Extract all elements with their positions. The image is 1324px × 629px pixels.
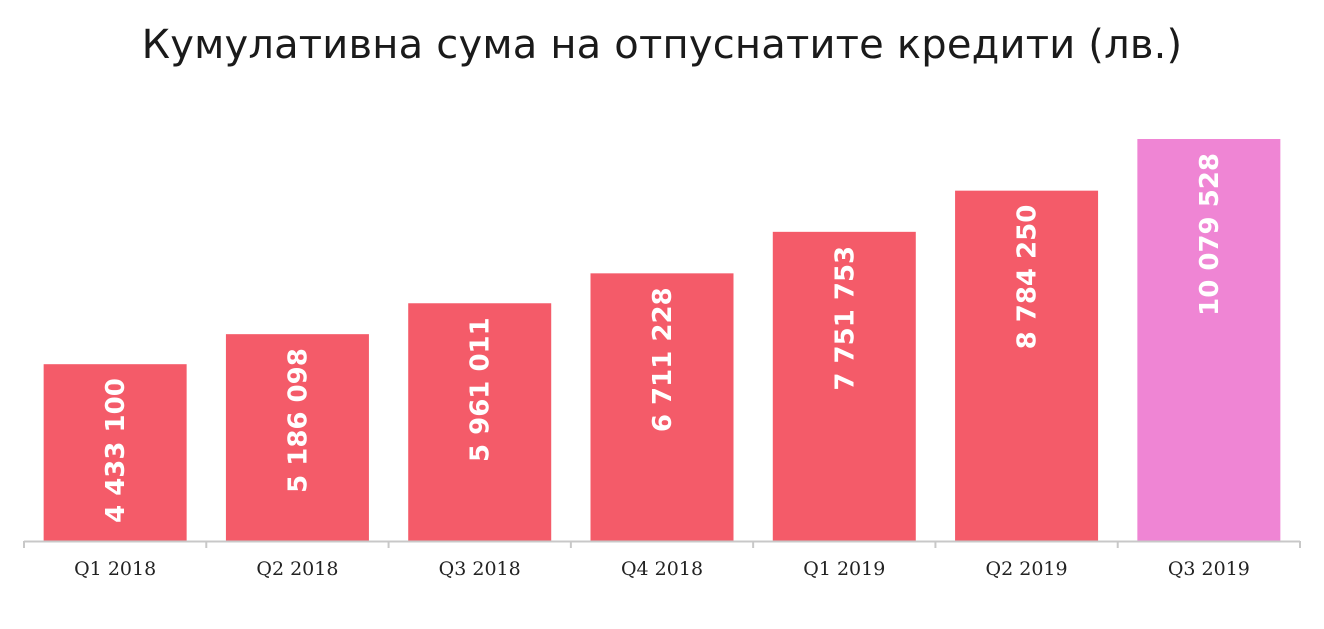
x-axis	[23, 540, 1301, 548]
bar-q3-2019	[1137, 139, 1281, 541]
bar-value-label: 5 186 098	[283, 348, 313, 493]
bar-q2-2018	[225, 334, 369, 541]
bar-value-label: 10 079 528	[1195, 153, 1225, 316]
bar-q3-2018	[408, 303, 552, 541]
bar-q1-2018	[43, 364, 187, 541]
bar-value-label: 6 711 228	[648, 287, 678, 432]
chart-title: Кумулативна сума на отпуснатите кредити …	[141, 22, 1183, 68]
bar-value-label: 7 751 753	[830, 246, 860, 391]
bar-value-label: 4 433 100	[101, 378, 131, 523]
bar-q1-2019	[772, 231, 916, 541]
labels-layer: 4 433 100 Q1 2018 5 186 098 Q2 2018 5 961 01…	[74, 153, 1250, 580]
x-tick-label: Q4 2018	[621, 558, 703, 580]
x-tick-label: Q2 2018	[256, 558, 338, 580]
x-tick-label: Q2 2019	[986, 558, 1068, 580]
x-tick-label: Q1 2019	[803, 558, 885, 580]
bar-q4-2018	[590, 273, 734, 541]
x-tick-label: Q1 2018	[74, 558, 156, 580]
bar-q2-2019	[955, 190, 1099, 541]
bars-layer	[43, 139, 1281, 541]
bar-value-label: 8 784 250	[1013, 205, 1043, 350]
x-tick-label: Q3 2018	[439, 558, 521, 580]
bar-value-label: 5 961 011	[466, 317, 496, 462]
x-tick-label: Q3 2019	[1168, 558, 1250, 580]
